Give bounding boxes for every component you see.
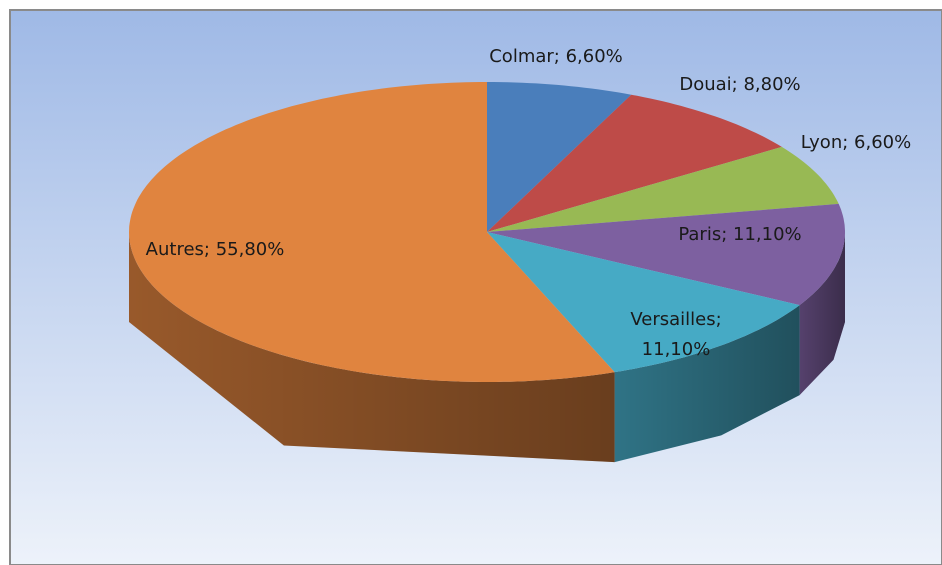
slice [487, 94, 782, 232]
slice [129, 82, 615, 382]
data-label: Autres; 55,80% [146, 239, 285, 260]
data-label: Lyon; 6,60% [801, 132, 911, 153]
slice-side-shade [129, 232, 615, 463]
slice [487, 146, 839, 232]
data-label-line: Versailles; [630, 309, 721, 330]
slice [487, 232, 800, 373]
slice-side-shade [799, 232, 845, 396]
data-label-line: 11,10% [642, 339, 711, 360]
data-label: Colmar; 6,60% [489, 46, 623, 67]
slice-side-shade [614, 305, 800, 463]
data-label: Paris; 11,10% [678, 224, 801, 245]
data-label: Douai; 8,80% [679, 74, 800, 95]
slice [487, 203, 845, 306]
data-label: Versailles; 11,10% [630, 309, 721, 360]
slice [487, 82, 632, 232]
